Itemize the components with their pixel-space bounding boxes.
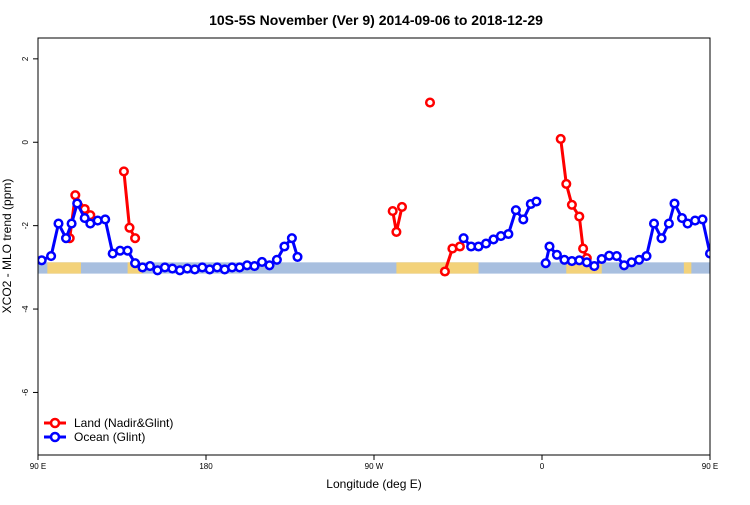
- legend: Land (Nadir&Glint) Ocean (Glint): [44, 416, 173, 444]
- series-land-point: [723, 234, 731, 242]
- series-land-point: [563, 180, 571, 188]
- legend-land-marker: [51, 419, 59, 427]
- series-ocean-point: [744, 262, 750, 270]
- series-ocean-point: [482, 240, 490, 248]
- series-land-point: [389, 207, 397, 215]
- series-ocean-point: [591, 262, 599, 270]
- series-ocean-point: [512, 206, 520, 214]
- y-tick-label: -2: [21, 222, 30, 230]
- series-land-point: [576, 213, 584, 221]
- series-ocean-point: [729, 259, 737, 267]
- series-ocean-point: [460, 234, 468, 242]
- x-tick-label: 0: [540, 462, 545, 471]
- series-ocean-point: [658, 234, 666, 242]
- series-ocean-point: [533, 198, 541, 206]
- series-land-point: [557, 135, 565, 143]
- plot-area: [38, 99, 750, 276]
- plot-frame: [38, 38, 710, 455]
- chart-title: 10S-5S November (Ver 9) 2014-09-06 to 20…: [209, 12, 543, 28]
- legend-ocean-marker: [51, 433, 59, 441]
- series-ocean-point: [266, 262, 274, 270]
- x-axis-label: Longitude (deg E): [326, 477, 421, 491]
- y-tick-label: 2: [21, 56, 30, 61]
- y-tick-label: -4: [21, 305, 30, 313]
- series-land-point: [579, 245, 587, 253]
- series-land-line: [561, 139, 587, 258]
- surface-band-land: [47, 262, 81, 273]
- series-ocean-point: [47, 252, 55, 260]
- series-ocean-point: [643, 252, 651, 260]
- series-ocean-point: [73, 200, 81, 208]
- x-tick-label: 90 W: [365, 462, 384, 471]
- series-ocean-point: [281, 243, 289, 251]
- series-ocean-point: [699, 216, 707, 224]
- surface-band-land: [396, 262, 478, 273]
- series-ocean-point: [146, 262, 154, 270]
- series-ocean-point: [101, 216, 109, 224]
- series-land-point: [120, 168, 128, 176]
- legend-ocean-label: Ocean (Glint): [74, 430, 145, 444]
- series-ocean-point: [288, 234, 296, 242]
- series-land-point: [441, 268, 449, 276]
- series-ocean-point: [38, 257, 46, 265]
- x-tick-label: 180: [199, 462, 213, 471]
- series-ocean-point: [542, 259, 550, 267]
- series-ocean-point: [294, 253, 302, 261]
- series-land-point: [426, 99, 434, 107]
- series-ocean-point: [553, 251, 561, 259]
- x-tick-label: 90 E: [702, 462, 718, 471]
- series-ocean-point: [520, 216, 528, 224]
- series-land-point: [568, 201, 576, 209]
- series-ocean-point: [251, 262, 259, 270]
- series-land-point: [456, 243, 464, 251]
- series-land-point: [131, 234, 139, 242]
- series-land-point: [729, 191, 737, 199]
- series-ocean-point: [273, 256, 281, 264]
- x-tick-label: 90 E: [30, 462, 46, 471]
- series-ocean-point: [650, 220, 658, 228]
- series-land-point: [126, 224, 134, 232]
- series-land-point: [744, 211, 750, 219]
- series-ocean-point: [124, 247, 132, 255]
- series-ocean-point: [68, 220, 76, 228]
- series-ocean-point: [671, 200, 679, 208]
- series-ocean-point: [55, 220, 63, 228]
- series-land-line: [727, 195, 748, 238]
- series-ocean-point: [613, 252, 621, 260]
- series-ocean-point: [546, 243, 554, 251]
- series-ocean-point: [665, 220, 673, 228]
- y-tick-label: 0: [21, 139, 30, 144]
- series-land-point: [738, 205, 746, 213]
- series-ocean-point: [62, 234, 70, 242]
- series-ocean-point: [714, 247, 722, 255]
- y-axis-label: XCO2 - MLO trend (ppm): [0, 179, 14, 314]
- series-ocean-point: [721, 247, 729, 255]
- series-ocean-point: [505, 230, 513, 238]
- series-land-point: [398, 203, 406, 211]
- y-tick-label: -6: [21, 388, 30, 396]
- legend-land-label: Land (Nadir&Glint): [74, 416, 173, 430]
- surface-band-land: [684, 262, 691, 273]
- series-land-point: [393, 228, 401, 236]
- series-ocean-point: [736, 264, 744, 272]
- series-land-point: [72, 191, 80, 199]
